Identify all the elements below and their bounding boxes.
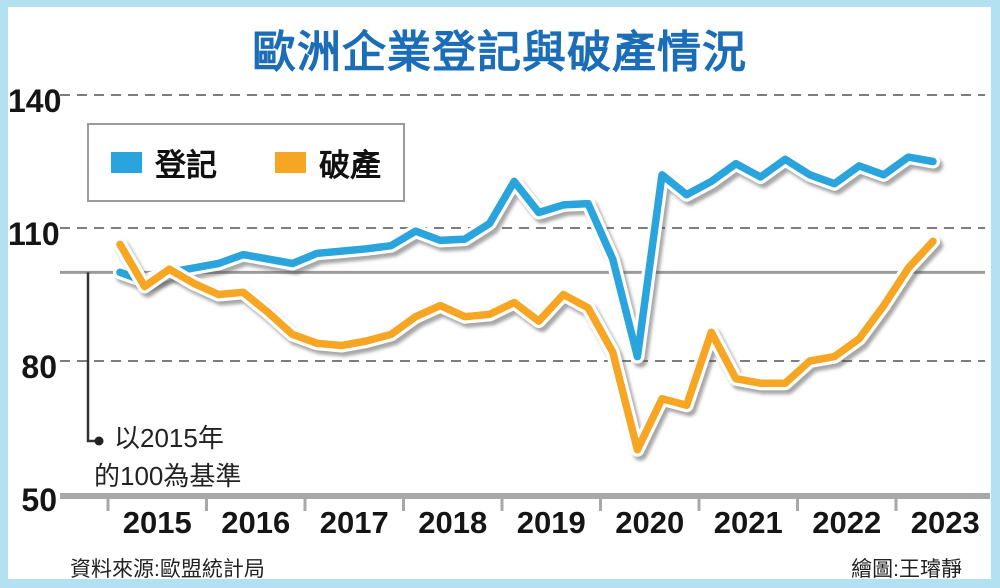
series-line-登記 [113, 150, 940, 364]
bankruptcies-label: 破產 [319, 148, 381, 183]
legend: 登記 破產 [87, 123, 405, 202]
illustrator-credit: 繪圖:王璿靜 [851, 558, 962, 581]
annotation-connector-line [86, 272, 95, 443]
legend-item-registrations: 登記 [111, 140, 217, 185]
chart-card: 歐洲企業登記與破產情況 登記 破產 以2015年 的100為基準 資料來源:歐盟… [8, 7, 991, 581]
chart-title: 歐洲企業登記與破產情況 [252, 28, 747, 77]
series-line-破產 [113, 234, 940, 457]
data-source: 資料來源:歐盟統計局 [70, 558, 265, 581]
baseline-annotation-line2: 的100為基準 [94, 461, 242, 491]
registrations-label: 登記 [155, 148, 217, 183]
legend-item-bankruptcies: 破產 [275, 140, 381, 185]
annotation-dot [94, 436, 104, 446]
registrations-swatch [111, 152, 142, 173]
baseline-annotation-line1: 以2015年 [114, 423, 224, 453]
bankruptcies-swatch [275, 152, 306, 173]
